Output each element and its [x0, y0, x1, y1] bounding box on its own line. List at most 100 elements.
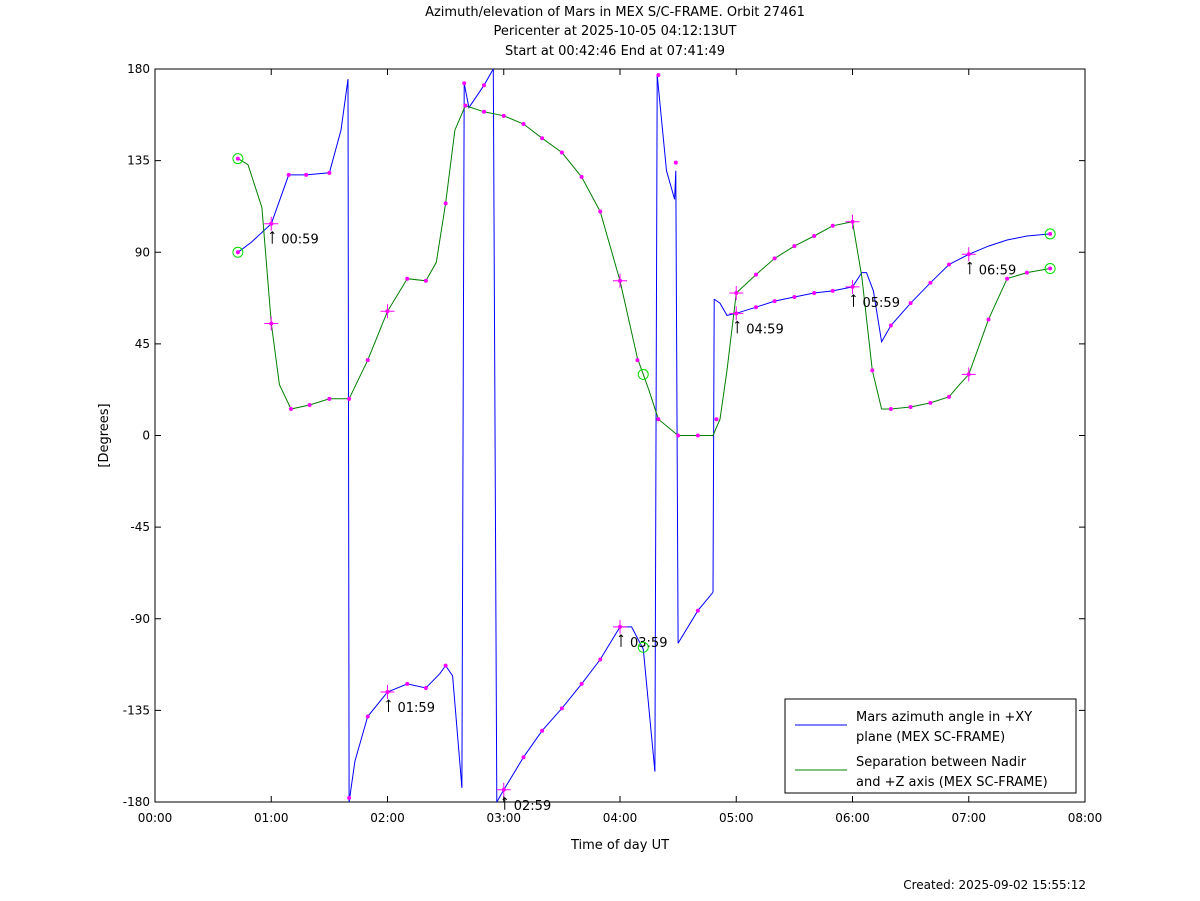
legend-label: and +Z axis (MEX SC-FRAME) — [856, 775, 1048, 790]
data-point — [695, 608, 700, 613]
chart-title-line-2: Pericenter at 2025-10-05 04:12:13UT — [493, 24, 737, 39]
hour-cross — [264, 216, 279, 231]
data-point — [365, 358, 370, 363]
circle-marker — [1044, 228, 1056, 240]
data-point — [365, 714, 370, 719]
hour-cross — [380, 304, 395, 319]
series-line-1 — [237, 79, 349, 253]
hour-cross — [845, 279, 860, 294]
hour-cross — [613, 619, 627, 634]
series-line-1 — [496, 626, 656, 803]
data-point — [443, 663, 448, 668]
series-line-1 — [492, 68, 498, 803]
circle-marker — [232, 153, 244, 165]
hour-mark-label: 03:59 — [630, 636, 667, 651]
series-line-2 — [237, 104, 1051, 436]
x-axis-label: Time of day UT — [570, 838, 669, 853]
data-point — [772, 256, 777, 261]
data-point — [579, 681, 584, 686]
hour-cross — [961, 247, 976, 262]
y-tick-label: -135 — [123, 703, 150, 717]
data-point — [327, 170, 332, 175]
hour-mark-label: 00:59 — [281, 233, 318, 248]
data-point — [888, 407, 893, 412]
data-point — [598, 657, 603, 662]
circle-marker — [637, 641, 649, 653]
data-point — [1005, 276, 1010, 281]
data-point — [405, 681, 410, 686]
hour-cross — [845, 214, 860, 229]
hour-mark-label: 02:59 — [514, 799, 551, 814]
x-tick-label: 01:00 — [254, 811, 289, 825]
y-axis-label: [Degrees] — [97, 403, 112, 467]
series-line-1 — [677, 591, 714, 644]
hour-mark-arrow — [734, 320, 740, 334]
data-point — [521, 755, 526, 760]
data-point — [986, 317, 991, 322]
data-point — [598, 209, 603, 214]
y-tick-label: -180 — [123, 795, 150, 809]
hour-mark-label: 04:59 — [746, 322, 783, 337]
data-point — [772, 299, 777, 304]
x-tick-label: 08:00 — [1068, 811, 1103, 825]
hour-cross — [264, 316, 279, 331]
x-tick-label: 00:00 — [138, 811, 173, 825]
chart-title-line-1: Azimuth/elevation of Mars in MEX S/C-FRA… — [425, 5, 805, 20]
y-tick-label: 0 — [142, 429, 150, 443]
data-point — [307, 402, 312, 407]
hour-mark-arrow — [618, 634, 624, 647]
x-tick-label: 03:00 — [486, 811, 521, 825]
data-point — [656, 73, 661, 78]
circle-marker — [1044, 263, 1056, 275]
data-point — [928, 400, 933, 405]
plot-frame — [154, 68, 1086, 803]
data-point — [559, 706, 564, 711]
data-point — [501, 113, 506, 118]
y-tick-label: -45 — [130, 520, 150, 534]
data-point — [830, 288, 835, 293]
y-tick-label: 90 — [135, 245, 150, 259]
data-point — [870, 368, 875, 373]
circle-marker — [232, 246, 244, 258]
data-point — [559, 150, 564, 155]
x-tick-label: 02:00 — [370, 811, 405, 825]
data-point — [792, 244, 797, 249]
series-line-1 — [656, 75, 679, 644]
legend-label: plane (MEX SC-FRAME) — [856, 730, 1005, 745]
data-point — [1024, 270, 1029, 275]
x-tick-label: 05:00 — [719, 811, 754, 825]
data-point — [235, 250, 240, 255]
x-tick-label: 07:00 — [951, 811, 986, 825]
hour-mark-arrow — [386, 699, 391, 713]
data-point — [540, 136, 545, 141]
data-point — [754, 272, 759, 277]
hour-mark-arrow — [967, 261, 973, 275]
data-point — [579, 174, 584, 179]
data-point — [405, 276, 410, 281]
data-point — [812, 233, 817, 238]
hour-cross — [729, 285, 744, 300]
data-point — [656, 417, 661, 422]
data-point — [792, 295, 797, 300]
data-point — [289, 407, 294, 412]
data-point — [463, 103, 468, 108]
data-point — [1048, 266, 1053, 271]
data-point — [946, 394, 951, 399]
data-point — [540, 728, 545, 733]
data-point — [908, 404, 913, 409]
data-point — [1048, 231, 1053, 236]
y-tick-label: -90 — [130, 612, 150, 626]
data-point — [695, 433, 700, 438]
hour-mark-arrow — [851, 294, 856, 307]
data-point — [673, 160, 678, 165]
data-point — [714, 417, 719, 422]
x-tick-label: 04:00 — [603, 811, 638, 825]
chart-title-line-3: Start at 00:42:46 End at 07:41:49 — [504, 44, 726, 59]
series-line-1 — [654, 75, 658, 772]
data-point — [423, 278, 428, 283]
data-point — [830, 223, 835, 228]
data-point — [946, 262, 951, 267]
hour-mark-label: 01:59 — [398, 701, 435, 716]
legend-label: Mars azimuth angle in +XY — [856, 710, 1032, 725]
